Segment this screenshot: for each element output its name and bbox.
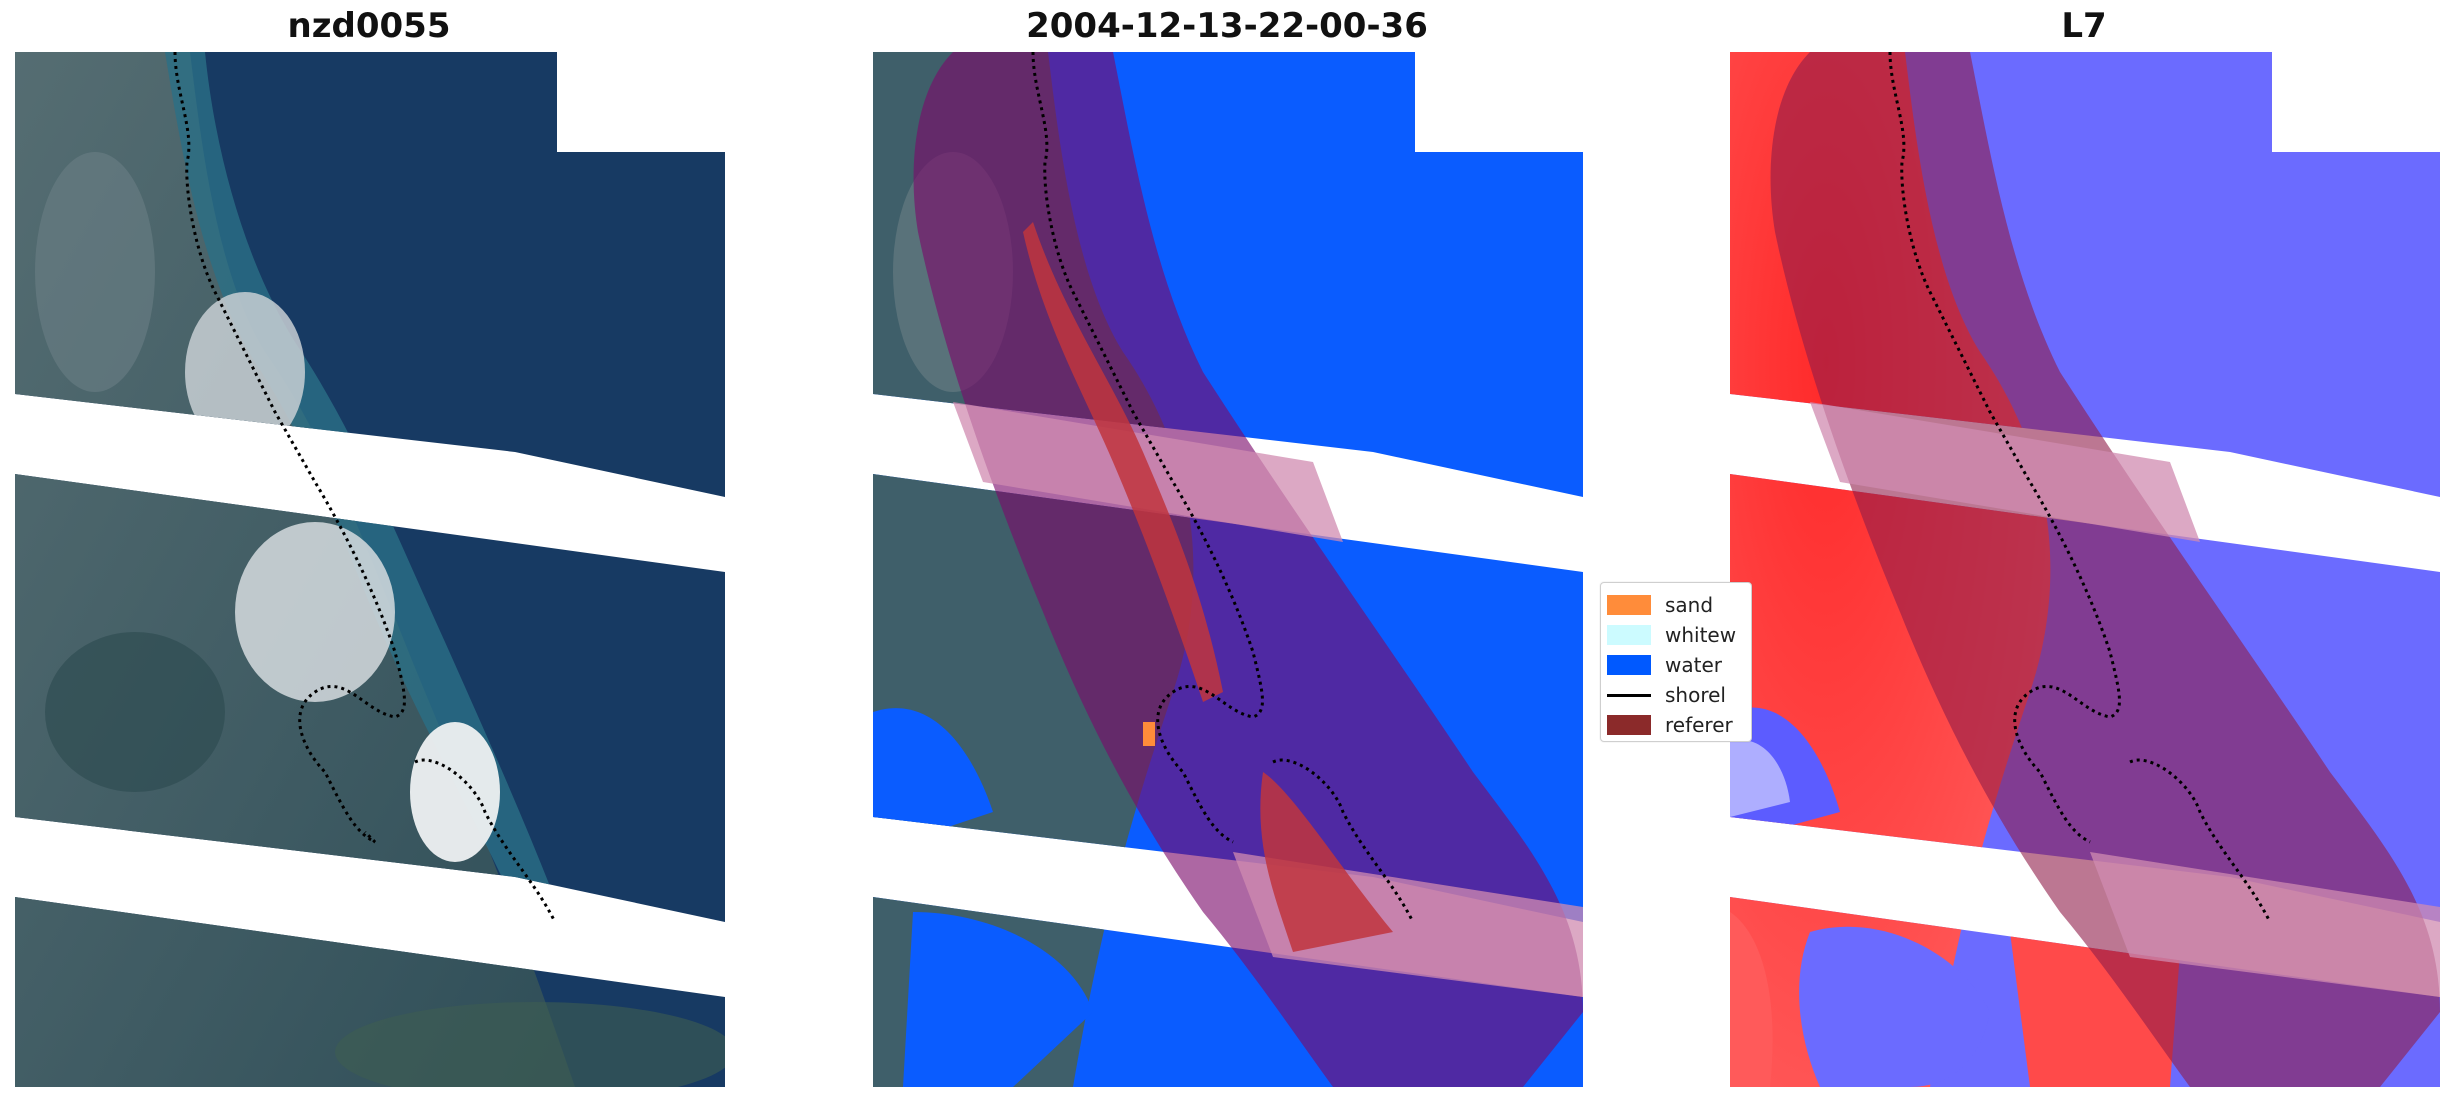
legend-label: sand (1665, 593, 1714, 617)
legend-label: whitew (1665, 623, 1737, 647)
shoreline-line-2 (1272, 758, 1415, 923)
classified-image-panel (873, 52, 1583, 1087)
rgb-image-panel (15, 52, 725, 1087)
shoreline-line-2 (2129, 758, 2272, 923)
index-image-panel (1730, 52, 2440, 1087)
legend-label: water (1665, 653, 1722, 677)
legend-label: shorel (1665, 683, 1726, 707)
water-swatch (1607, 655, 1651, 675)
shoreline-line (173, 52, 406, 844)
shoreline-line-2 (414, 758, 557, 923)
legend-item-reference: referer (1607, 711, 1733, 739)
whitewater-swatch (1607, 625, 1651, 645)
legend-item-sand: sand (1607, 591, 1713, 619)
reference-swatch (1607, 715, 1651, 735)
legend-item-shoreline: shorel (1607, 681, 1726, 709)
legend: sand whitew water shorel referer (1600, 582, 1752, 742)
shoreline-line (1888, 52, 2121, 844)
legend-label: referer (1665, 713, 1733, 737)
reference-shoreline-buffer (1770, 52, 2440, 1087)
panel-title-rgb: nzd0055 (287, 6, 451, 46)
legend-item-water: water (1607, 651, 1722, 679)
panel-title-classified: 2004-12-13-22-00-36 (1026, 6, 1428, 46)
shoreline-line (1031, 52, 1264, 844)
reference-shoreline-buffer (913, 52, 1583, 1087)
sand-swatch (1607, 595, 1651, 615)
satellite-image (15, 52, 725, 1087)
legend-item-whitewater: whitew (1607, 621, 1736, 649)
panel-title-index: L7 (2061, 6, 2107, 46)
shoreline-line-swatch (1607, 693, 1651, 697)
sand-patch (1143, 722, 1155, 746)
